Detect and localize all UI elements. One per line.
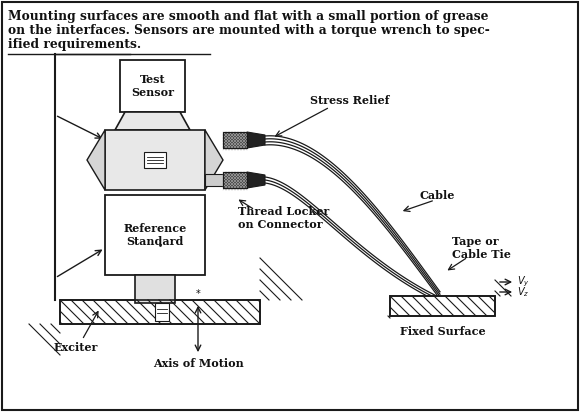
Bar	[60, 300, 260, 324]
Bar	[135, 275, 175, 303]
Bar	[223, 172, 247, 188]
Bar	[144, 152, 166, 168]
Polygon shape	[115, 112, 190, 130]
Bar	[390, 296, 495, 316]
Text: $V_y$: $V_y$	[517, 275, 530, 289]
Text: Exciter: Exciter	[54, 342, 98, 353]
Text: Tape or
Cable Tie: Tape or Cable Tie	[452, 236, 511, 260]
Text: Fixed Surface: Fixed Surface	[400, 326, 485, 337]
Text: Mounting surfaces are smooth and flat with a small portion of grease: Mounting surfaces are smooth and flat wi…	[8, 10, 488, 23]
Text: on the interfaces. Sensors are mounted with a torque wrench to spec-: on the interfaces. Sensors are mounted w…	[8, 24, 490, 37]
Bar	[105, 195, 205, 275]
Bar	[223, 132, 247, 148]
Text: Cable: Cable	[420, 190, 455, 201]
Polygon shape	[205, 130, 223, 190]
Bar	[390, 296, 495, 316]
Bar	[120, 60, 185, 112]
Bar	[60, 300, 260, 324]
Bar	[155, 303, 169, 321]
Bar	[223, 172, 247, 188]
Text: ified requirements.: ified requirements.	[8, 38, 141, 51]
Text: Thread Locker
on Connector: Thread Locker on Connector	[238, 206, 329, 230]
Bar	[205, 174, 223, 186]
Text: Stress Relief: Stress Relief	[310, 94, 389, 105]
Polygon shape	[247, 132, 265, 148]
Polygon shape	[247, 172, 265, 188]
Bar	[223, 132, 247, 148]
Text: Axis of Motion: Axis of Motion	[153, 358, 244, 369]
Polygon shape	[87, 130, 105, 190]
Bar	[105, 130, 205, 190]
Text: Test
Sensor: Test Sensor	[131, 74, 174, 98]
Text: *: *	[195, 289, 200, 299]
Text: Reference
Standard: Reference Standard	[124, 223, 187, 247]
Text: $V_z$: $V_z$	[517, 285, 530, 299]
